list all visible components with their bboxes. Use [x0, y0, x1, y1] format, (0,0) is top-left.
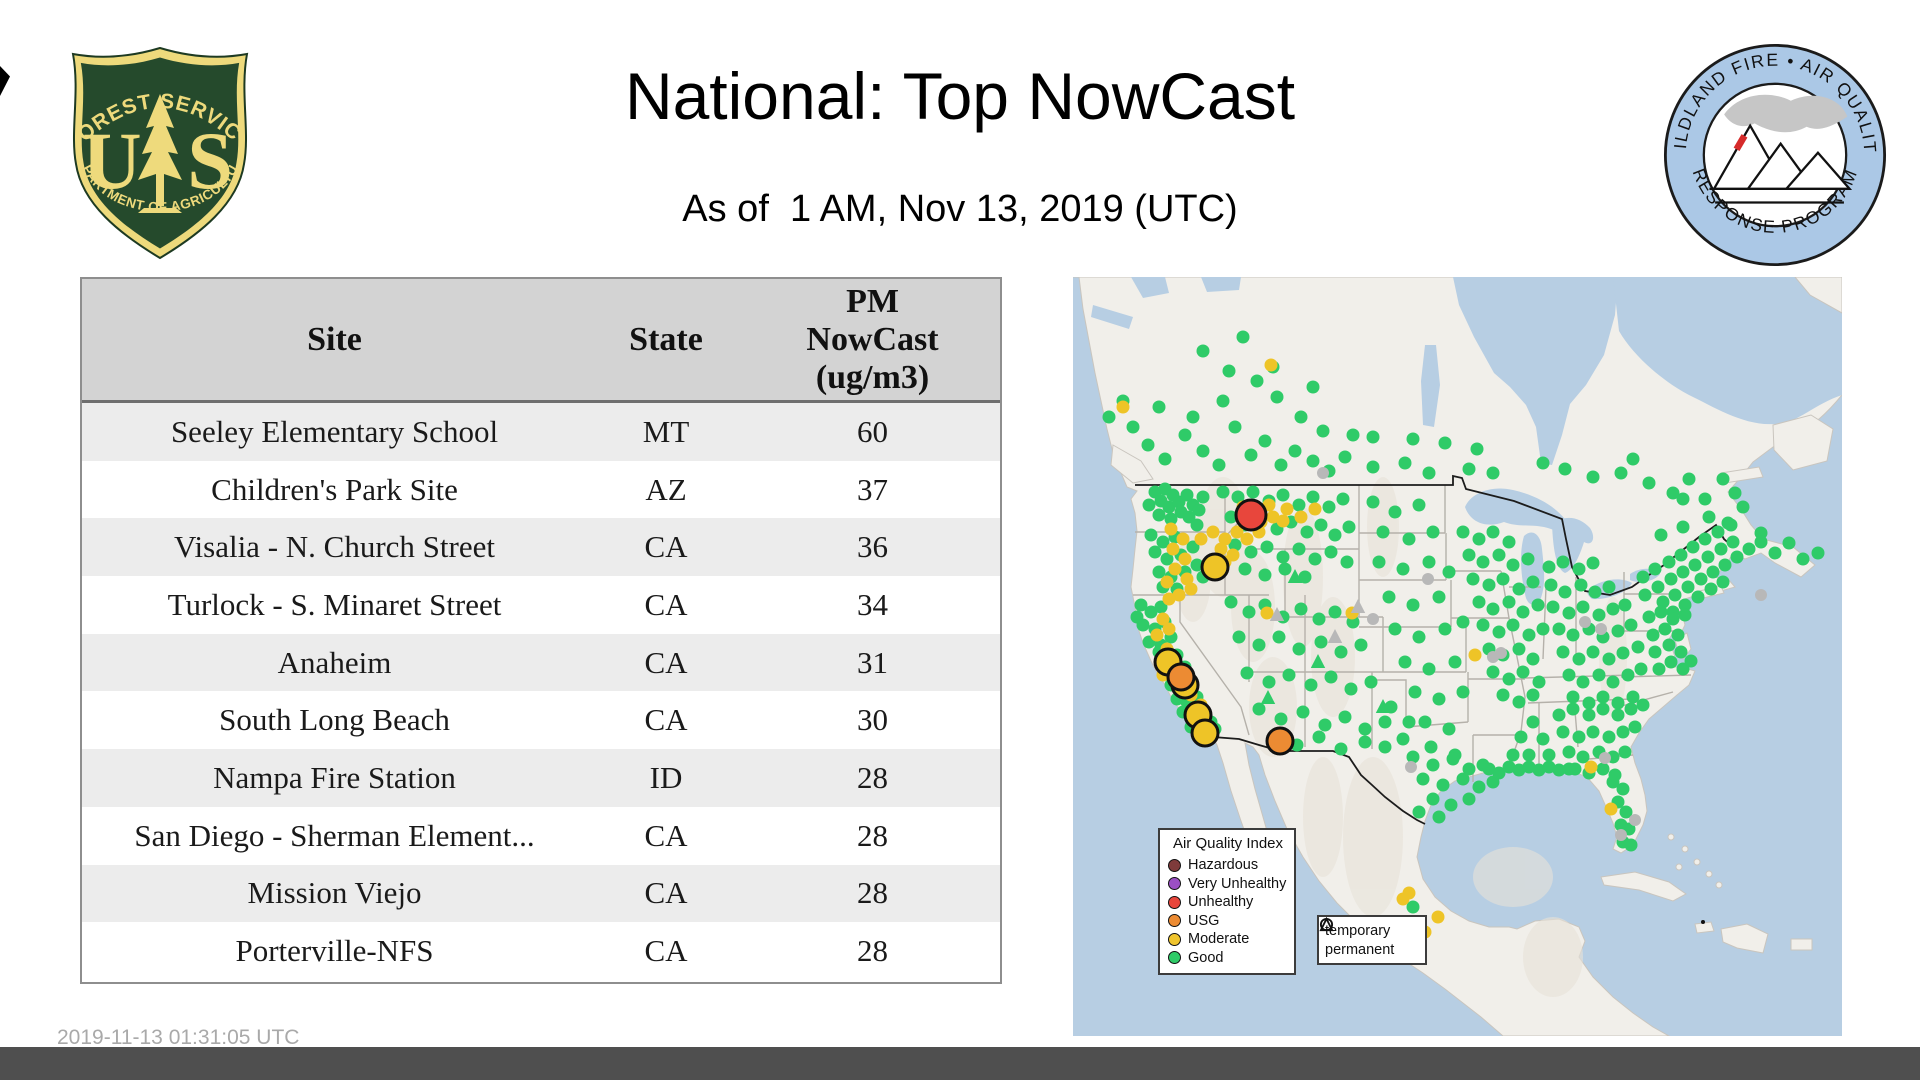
site-cell: Turlock - S. Minaret Street: [167, 586, 502, 622]
table-row: Seeley Elementary School MT 60: [82, 403, 1000, 461]
permanent-triangle-icon: [1319, 917, 1334, 932]
top-nowcast-table: Site State PM NowCast (ug/m3) Seeley Ele…: [80, 277, 1002, 984]
aqi-color-dot: [1168, 932, 1181, 946]
aqi-legend-item: Good: [1168, 949, 1288, 968]
table-body: Seeley Elementary School MT 60 Children's P…: [82, 403, 1000, 982]
pm-cell: 28: [857, 875, 888, 911]
jamaica: [1694, 921, 1715, 934]
table-row: Turlock - S. Minaret Street CA 34: [82, 576, 1000, 634]
table-row: Mission Viejo CA 28: [82, 864, 1000, 923]
aqi-legend-item: Moderate: [1168, 930, 1288, 949]
table-header: Site State PM NowCast (ug/m3): [82, 279, 1000, 403]
state-cell: CA: [644, 817, 688, 853]
site-cell: Nampa Fire Station: [213, 759, 456, 795]
aqi-legend-item: Unhealthy: [1168, 893, 1288, 912]
vancouver-island: [1110, 444, 1154, 484]
site-cell: Porterville-NFS: [235, 933, 434, 969]
smoke-mountains-icon: [1709, 94, 1853, 204]
aqi-legend: Air Quality Index Hazardous Very Unhealth…: [1158, 828, 1296, 975]
marker-type-legend: temporary permanent: [1317, 915, 1427, 965]
pm-cell: 28: [857, 933, 888, 969]
column-header-site: Site: [307, 320, 362, 358]
state-cell: CA: [644, 529, 688, 565]
lake-superior: [1465, 488, 1566, 531]
fs-letter-s: S: [187, 115, 233, 206]
pm-cell: 60: [857, 413, 888, 449]
table-row: Porterville-NFS CA 28: [82, 922, 1000, 980]
table-row: Nampa Fire Station ID 28: [82, 749, 1000, 807]
forest-service-logo: FOREST SERVICE DEPARTMENT OF AGRICULTURE…: [60, 42, 249, 260]
site-cell: Visalia - N. Church Street: [174, 529, 495, 565]
pine-tree-icon: [138, 94, 182, 213]
state-cell: AZ: [645, 471, 687, 507]
page-subtitle: As of 1 AM, Nov 13, 2019 (UTC): [682, 188, 1238, 230]
bottom-bar: [0, 1047, 1920, 1080]
puerto-rico: [1790, 938, 1813, 951]
page-title: National: Top NowCast: [624, 59, 1296, 133]
legend-item-permanent: permanent: [1319, 917, 1419, 959]
top-site-markers: [1153, 498, 1295, 756]
table-row: Visalia - N. Church Street CA 36: [82, 518, 1000, 577]
aqi-legend-title: Air Quality Index: [1172, 835, 1284, 852]
us-air-quality-map: Air Quality Index Hazardous Very Unhealth…: [1073, 277, 1842, 1036]
table-row: Anaheim CA 31: [82, 633, 1000, 692]
generated-timestamp: 2019-11-13 01:31:05 UTC: [57, 1026, 300, 1049]
state-cell: CA: [644, 702, 688, 738]
pm-cell: 28: [857, 759, 888, 795]
site-cell: Anaheim: [277, 644, 392, 680]
state-cell: ID: [649, 759, 683, 795]
cuba: [1600, 871, 1687, 902]
site-cell: Seeley Elementary School: [170, 413, 499, 449]
wfaqrp-logo: WILDLAND FIRE • AIR QUALITY RESPONSE PRO…: [1662, 42, 1887, 267]
site-cell: South Long Beach: [219, 702, 450, 738]
newfoundland: [1772, 414, 1834, 471]
table-row: South Long Beach CA 30: [82, 691, 1000, 750]
state-cell: MT: [642, 413, 690, 449]
aqi-legend-item: Very Unhealthy: [1168, 875, 1288, 894]
state-cell: CA: [644, 644, 688, 680]
state-cell: CA: [644, 586, 688, 622]
site-cell: Children's Park Site: [211, 471, 458, 507]
pm-cell: 28: [857, 817, 888, 853]
column-header-pm: PM NowCast (ug/m3): [806, 282, 939, 396]
table-row: San Diego - Sherman Element... CA 28: [82, 806, 1000, 865]
pm-cell: 30: [857, 702, 888, 738]
fs-letter-u: U: [82, 115, 141, 206]
site-cell: Mission Viejo: [247, 875, 422, 911]
pm-cell: 31: [857, 644, 888, 680]
aqi-color-dot: [1168, 951, 1181, 965]
aqi-color-dot: [1168, 914, 1181, 928]
pm-cell: 37: [857, 471, 888, 507]
aqi-legend-item: USG: [1168, 912, 1288, 931]
aqi-color-dot: [1168, 877, 1181, 891]
pm-cell: 34: [857, 586, 888, 622]
aqi-color-dot: [1168, 858, 1181, 872]
state-cell: CA: [644, 933, 688, 969]
aqi-legend-item: Hazardous: [1168, 856, 1288, 875]
pm-cell: 36: [857, 529, 888, 565]
site-cell: San Diego - Sherman Element...: [134, 817, 535, 853]
state-cell: CA: [644, 875, 688, 911]
column-header-state: State: [629, 320, 703, 358]
hispaniola: [1720, 923, 1769, 954]
edge-artifact: [0, 66, 10, 96]
table-row: Children's Park Site AZ 37: [82, 460, 1000, 519]
aqi-color-dot: [1168, 895, 1181, 909]
legend-item-temporary: temporary: [1319, 917, 1419, 940]
